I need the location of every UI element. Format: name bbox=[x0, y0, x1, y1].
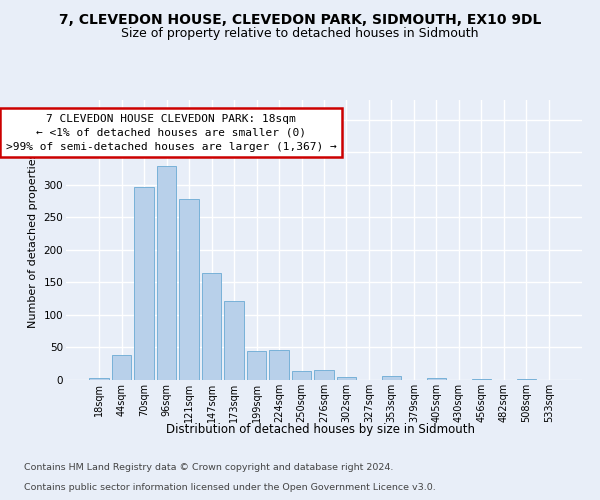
Bar bbox=[427, 378, 446, 380]
Bar bbox=[89, 378, 109, 380]
Bar bbox=[337, 376, 356, 380]
Bar bbox=[134, 188, 154, 380]
Text: Contains public sector information licensed under the Open Government Licence v3: Contains public sector information licen… bbox=[24, 484, 436, 492]
Text: Size of property relative to detached houses in Sidmouth: Size of property relative to detached ho… bbox=[121, 28, 479, 40]
Bar bbox=[247, 352, 266, 380]
Bar bbox=[157, 166, 176, 380]
Y-axis label: Number of detached properties: Number of detached properties bbox=[28, 152, 38, 328]
Bar bbox=[202, 272, 221, 380]
Text: 7, CLEVEDON HOUSE, CLEVEDON PARK, SIDMOUTH, EX10 9DL: 7, CLEVEDON HOUSE, CLEVEDON PARK, SIDMOU… bbox=[59, 12, 541, 26]
Text: 7 CLEVEDON HOUSE CLEVEDON PARK: 18sqm
← <1% of detached houses are smaller (0)
>: 7 CLEVEDON HOUSE CLEVEDON PARK: 18sqm ← … bbox=[5, 114, 337, 152]
Bar bbox=[224, 300, 244, 380]
Text: Contains HM Land Registry data © Crown copyright and database right 2024.: Contains HM Land Registry data © Crown c… bbox=[24, 464, 394, 472]
Bar bbox=[269, 350, 289, 380]
Bar bbox=[179, 199, 199, 380]
Bar bbox=[292, 371, 311, 380]
Bar bbox=[314, 370, 334, 380]
Bar bbox=[112, 356, 131, 380]
Bar bbox=[517, 378, 536, 380]
Bar bbox=[382, 376, 401, 380]
Text: Distribution of detached houses by size in Sidmouth: Distribution of detached houses by size … bbox=[167, 422, 476, 436]
